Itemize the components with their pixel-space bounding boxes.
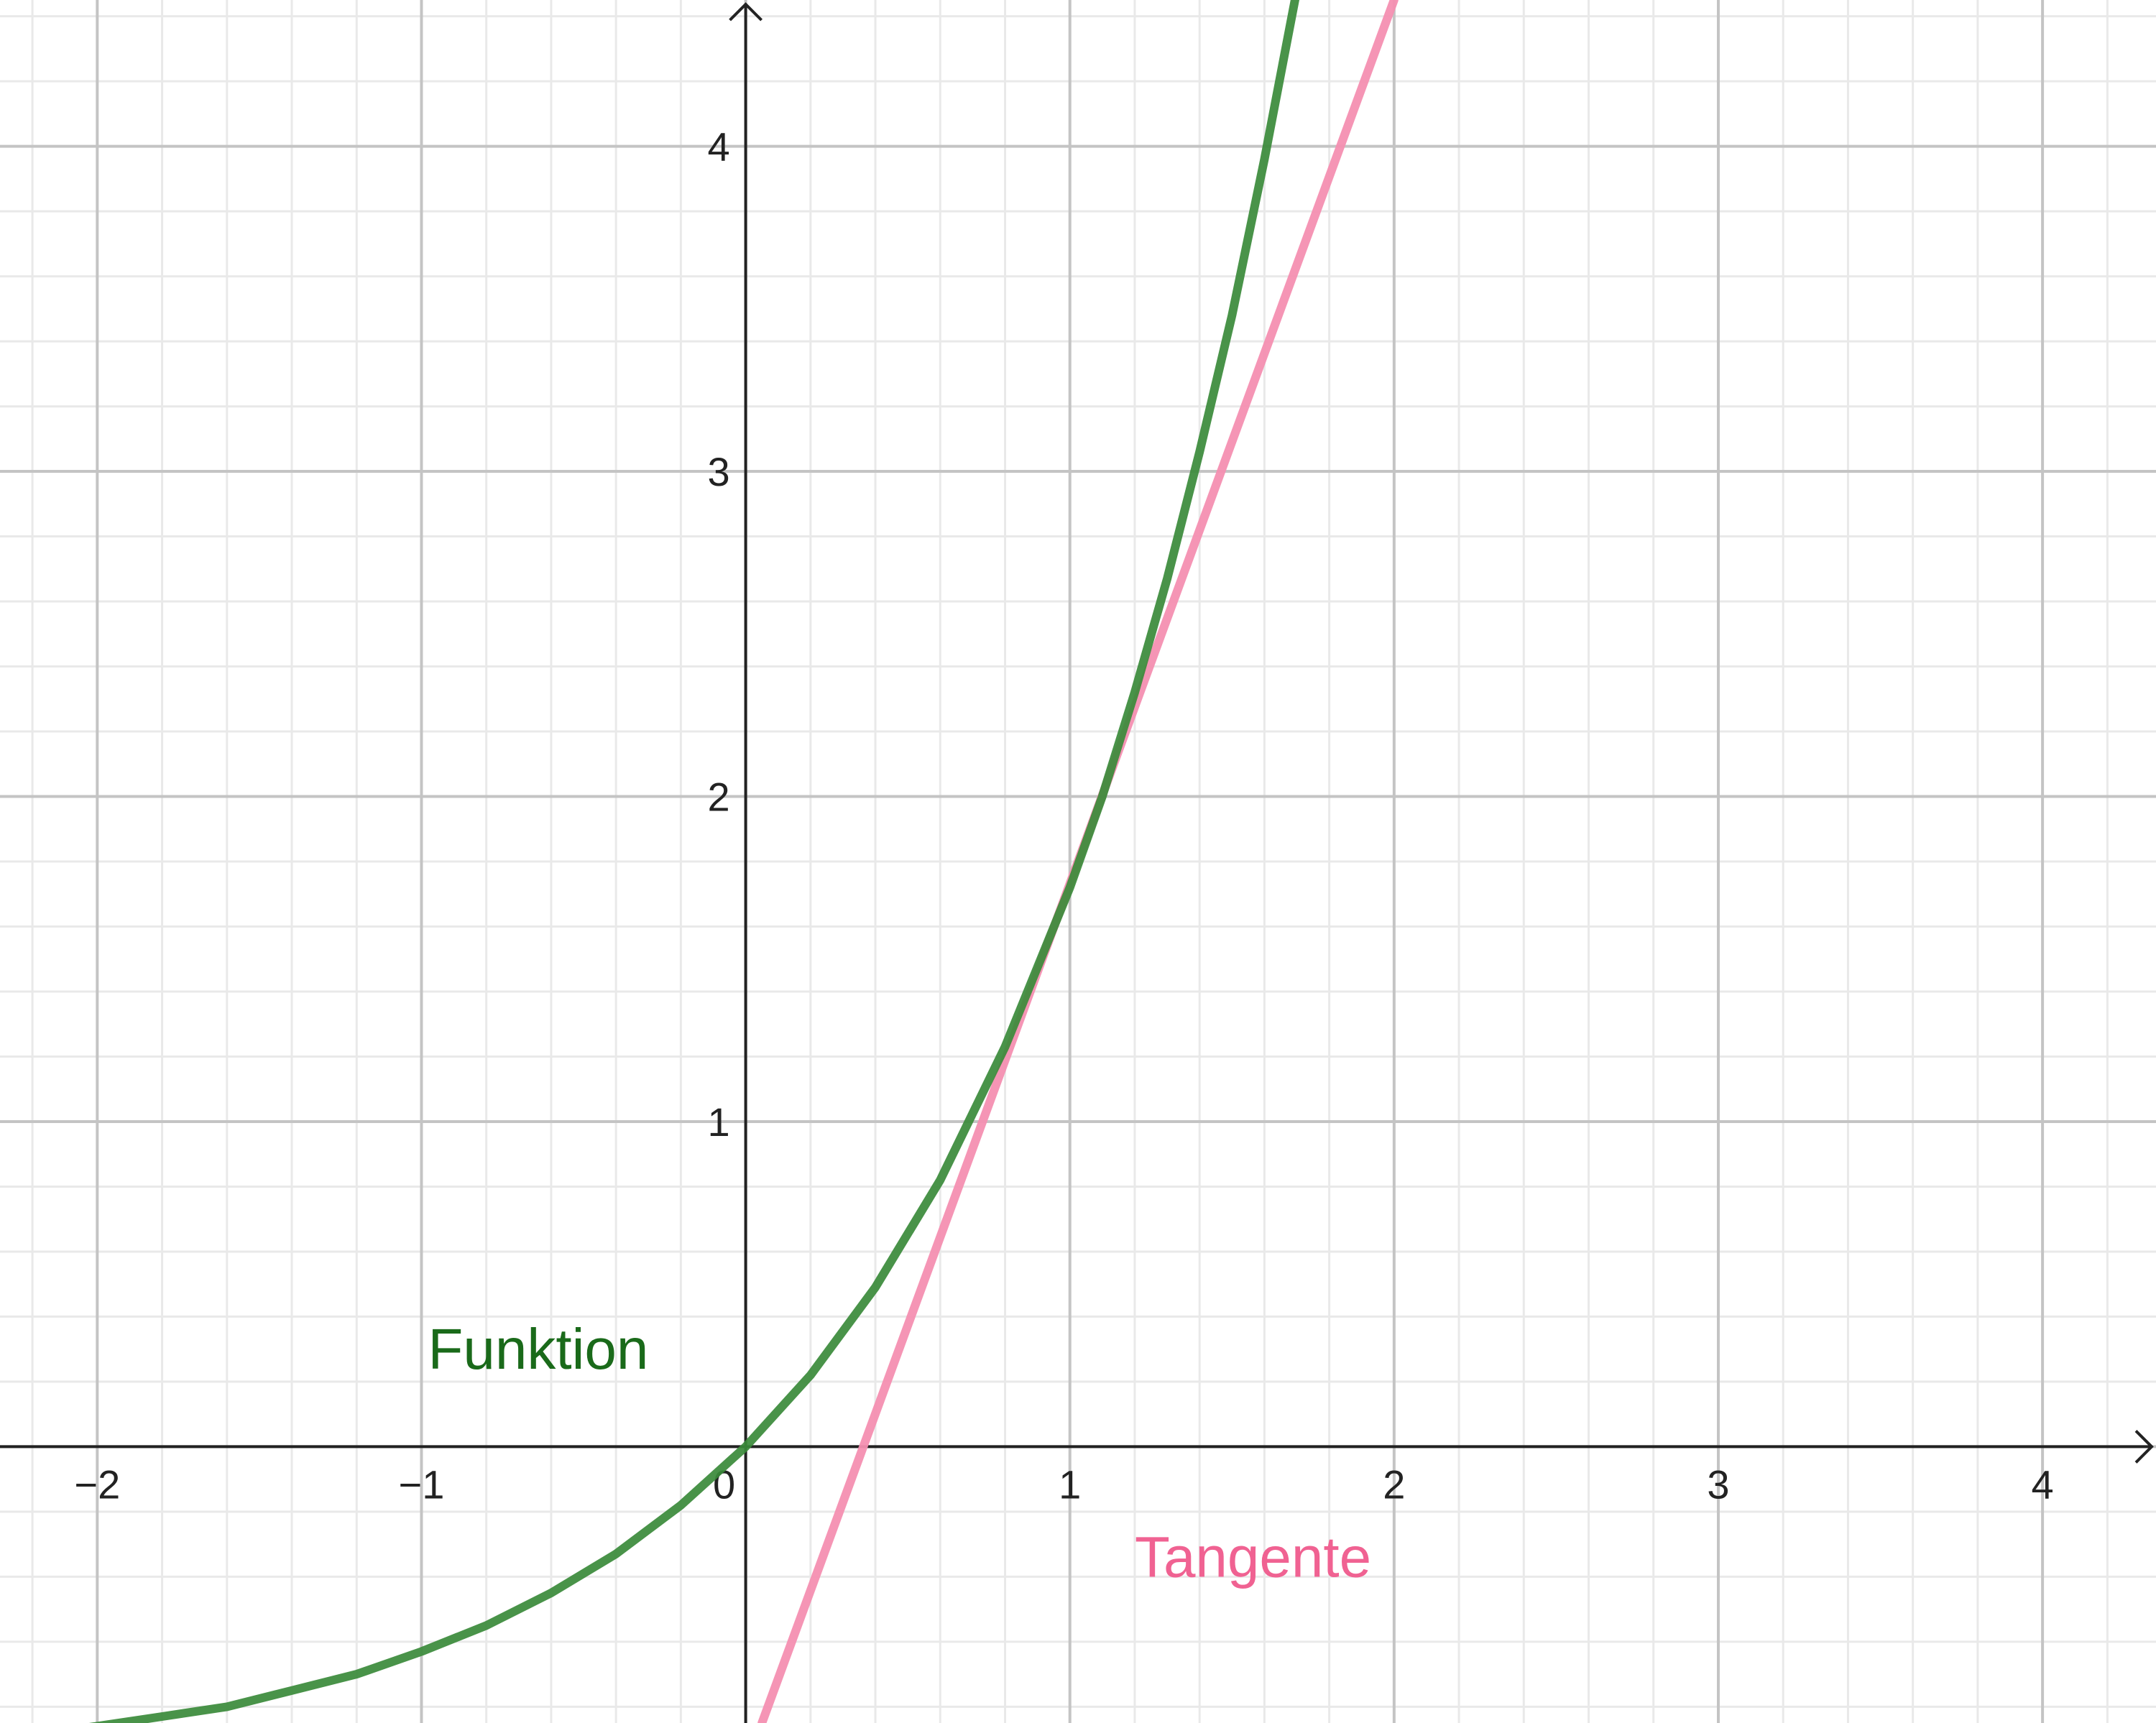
x-tick-label: 2 [1383, 1461, 1405, 1507]
function-curve [88, 0, 1300, 1723]
y-tick-label: 4 [707, 124, 729, 170]
x-tick-label: 1 [1059, 1461, 1081, 1507]
annotations: Funktion Tangente [428, 1317, 1371, 1589]
x-tick-label: −1 [399, 1461, 445, 1507]
x-tick-label: 4 [2032, 1461, 2054, 1507]
y-tick-label: 3 [707, 449, 729, 494]
x-tick-label: −2 [74, 1461, 120, 1507]
y-tick-label: 1 [707, 1099, 729, 1145]
x-axis-arrow [2134, 1430, 2154, 1464]
y-tick-label: 2 [707, 775, 729, 820]
function-label: Funktion [428, 1317, 648, 1381]
x-tick-label: 3 [1707, 1461, 1729, 1507]
tangent-label: Tangente [1135, 1525, 1371, 1589]
series [88, 0, 1399, 1723]
y-axis-arrow [729, 2, 763, 22]
